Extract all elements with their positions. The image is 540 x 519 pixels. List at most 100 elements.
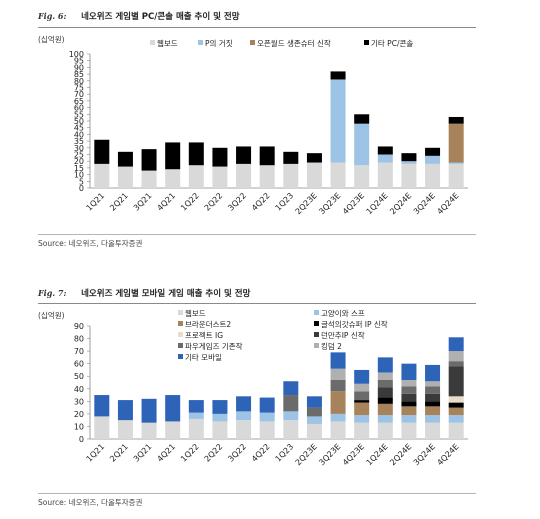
x-tick-label: 3Q22: [226, 191, 248, 213]
bar-segment: [94, 395, 110, 417]
x-tick-label: 3Q22: [226, 442, 248, 464]
legend-swatch: [314, 332, 319, 337]
x-tick-label: 2Q21: [108, 191, 130, 213]
bar-segment: [401, 401, 417, 407]
y-tick-label: 60: [74, 360, 84, 369]
bar-segment: [425, 422, 441, 439]
legend-swatch: [178, 332, 183, 337]
bar-segment: [188, 142, 204, 166]
legend-swatch: [178, 310, 183, 315]
x-tick-label: 4Q23E: [341, 442, 366, 467]
bar-segment: [448, 366, 464, 397]
x-tick-label: 3Q21: [132, 191, 154, 213]
bar-segment: [377, 415, 393, 423]
x-tick-label: 1Q23: [274, 442, 296, 464]
bar-segment: [401, 379, 417, 387]
legend-label: 웹보드: [157, 39, 178, 48]
x-tick-label: 4Q21: [155, 442, 177, 464]
bar-segment: [401, 422, 417, 439]
bar-segment: [188, 418, 204, 439]
bar-segment: [448, 415, 464, 423]
x-tick-label: 4Q24E: [435, 442, 460, 467]
bar-segment: [259, 421, 275, 439]
bar-segment: [401, 386, 417, 394]
bar-segment: [425, 147, 441, 156]
bar-segment: [306, 416, 322, 424]
x-tick-label: 4Q22: [250, 442, 272, 464]
bar-segment: [377, 162, 393, 188]
y-tick-label: 40: [74, 385, 84, 394]
bar-segment: [94, 163, 110, 188]
legend-swatch: [314, 310, 319, 315]
bar-segment: [354, 114, 370, 124]
bar-segment: [354, 391, 370, 401]
legend-label: 파우게임즈 기존작: [185, 341, 243, 351]
bar-segment: [354, 402, 370, 416]
legend-label: 브라운더스트2: [185, 320, 231, 329]
chart-6-pc-console-revenue: (십억원)05101520253035404550556065707580859…: [38, 35, 468, 216]
x-tick-label: 1Q24E: [365, 442, 390, 467]
bar-segment: [330, 368, 346, 380]
bar-segment: [212, 421, 228, 439]
x-tick-label: 1Q21: [85, 191, 107, 213]
bar-segment: [117, 400, 133, 421]
y-tick-label: 45: [74, 124, 84, 133]
bar-segment: [354, 383, 370, 392]
bar-segment: [401, 153, 417, 162]
y-tick-label: 75: [74, 84, 84, 93]
bar-segment: [165, 395, 181, 422]
bar-segment: [259, 412, 275, 422]
bar-segment: [401, 161, 417, 164]
bar-segment: [283, 395, 299, 412]
bar-segment: [377, 372, 393, 380]
x-tick-label: 3Q21: [132, 442, 154, 464]
y-tick-label: 80: [74, 77, 84, 86]
legend-swatch: [198, 40, 203, 45]
legend-swatch: [150, 40, 155, 45]
y-tick-label: 20: [74, 410, 84, 419]
figure-6-number: Fig. 6:: [38, 11, 67, 21]
bar-segment: [425, 393, 441, 402]
bar-segment: [330, 71, 346, 80]
y-tick-label: 15: [74, 164, 84, 173]
legend-label: 기타 PC/콘솔: [371, 39, 413, 48]
bar-segment: [212, 413, 228, 422]
bar-segment: [377, 422, 393, 439]
bar-segment: [377, 387, 393, 398]
bar-segment: [401, 406, 417, 416]
legend-swatch: [250, 40, 255, 45]
bar-segment: [425, 364, 441, 382]
bar-segment: [425, 415, 441, 423]
bar-segment: [259, 146, 275, 166]
x-tick-label: 1Q22: [179, 191, 201, 213]
bar-segment: [401, 415, 417, 423]
bar-segment: [141, 149, 157, 171]
bar-segment: [330, 352, 346, 369]
legend-swatch: [364, 40, 369, 45]
legend-label: 오픈월드 생존슈터 신작: [257, 38, 331, 48]
y-tick-label: 35: [74, 137, 84, 146]
bar-segment: [448, 402, 464, 408]
bar-segment: [330, 162, 346, 188]
x-tick-label: 2Q24E: [388, 442, 413, 467]
y-tick-label: 90: [74, 322, 84, 331]
bar-segment: [188, 412, 204, 419]
y-tick-label: 50: [74, 117, 84, 126]
bar-segment: [354, 400, 370, 403]
bar-segment: [188, 165, 204, 188]
bar-segment: [448, 123, 464, 163]
bar-segment: [94, 139, 110, 164]
y-tick-label: 70: [74, 347, 84, 356]
bar-segment: [377, 403, 393, 416]
y-tick-label: 0: [79, 184, 84, 193]
bar-segment: [354, 415, 370, 423]
bar-segment: [117, 420, 133, 439]
bar-segment: [330, 391, 346, 414]
legend-label: 프로젝트 IG: [185, 330, 223, 340]
bar-segment: [448, 422, 464, 439]
bar-segment: [141, 422, 157, 439]
bar-segment: [401, 363, 417, 380]
x-tick-label: 1Q24E: [365, 191, 390, 216]
bar-segment: [306, 396, 322, 408]
bar-segment: [236, 396, 252, 412]
